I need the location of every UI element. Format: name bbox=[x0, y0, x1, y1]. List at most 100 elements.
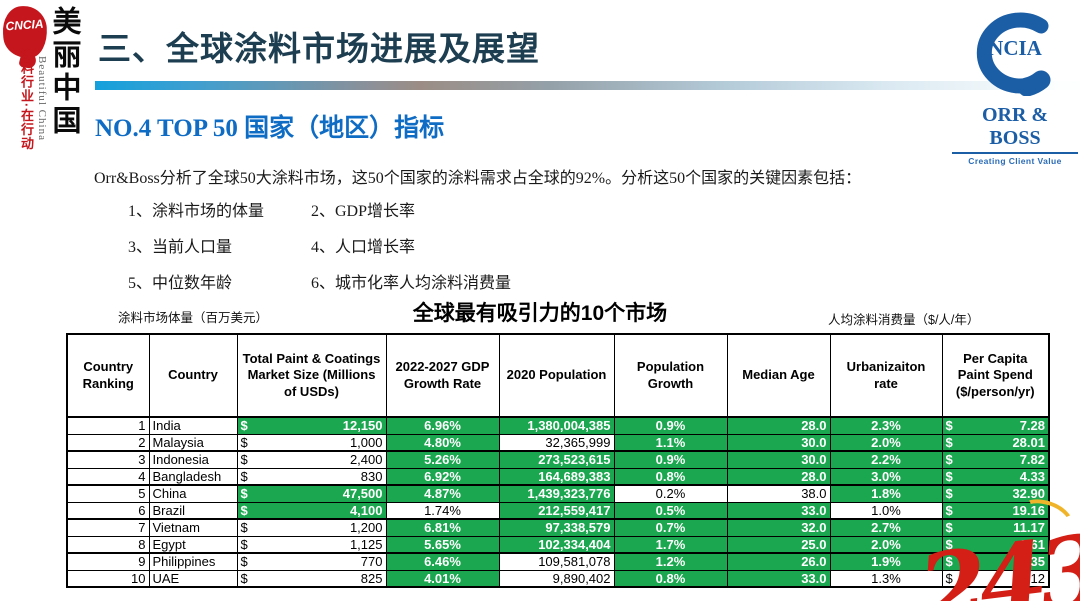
cell-urban: 1.0% bbox=[829, 501, 943, 520]
market-size-unit-note: 涂料市场体量（百万美元） bbox=[118, 311, 269, 325]
currency-symbol: $ bbox=[945, 502, 953, 518]
beautiful-china-cn-text: 美丽中国 bbox=[48, 6, 80, 138]
cell-value: 4.33 bbox=[1019, 468, 1045, 484]
currency-symbol: $ bbox=[945, 536, 953, 552]
cell-value: 1,125 bbox=[349, 536, 383, 552]
col-header-population-growth: Population Growth bbox=[613, 333, 728, 418]
ncia-logo-label: NCIA bbox=[988, 36, 1042, 60]
col-header-per-capita-spend: Per Capita Paint Spend ($/person/yr) bbox=[941, 333, 1050, 418]
cell-spend: $32.90 bbox=[941, 484, 1050, 503]
cell-pop-growth: 0.2% bbox=[613, 484, 728, 503]
cell-population: 164,689,383 bbox=[498, 467, 615, 486]
cell-value: 28.01 bbox=[1012, 434, 1045, 450]
ncia-c-icon: NCIA bbox=[969, 10, 1061, 97]
cell-median-age: 32.0 bbox=[726, 518, 831, 537]
currency-symbol: $ bbox=[240, 452, 248, 468]
cell-gdp: 6.46% bbox=[385, 552, 500, 571]
page-title: 三、全球涂料市场进展及展望 bbox=[98, 30, 540, 67]
table-header-row: Country Ranking Country Total Paint & Co… bbox=[66, 333, 1050, 418]
currency-symbol: $ bbox=[945, 520, 953, 536]
cell-spend: $28.01 bbox=[941, 433, 1050, 452]
cell-gdp: 6.92% bbox=[385, 467, 500, 486]
cell-spend: $74.12 bbox=[941, 569, 1050, 588]
cell-value: 12,150 bbox=[342, 418, 383, 434]
table-row: 8 Egypt $1,125 5.65% 102,334,404 1.7% 25.0 2.0%… bbox=[66, 535, 1050, 554]
cell-value: 1,200 bbox=[349, 520, 383, 536]
cell-value: 1,000 bbox=[349, 434, 383, 450]
currency-symbol: $ bbox=[945, 486, 953, 502]
cell-country: China bbox=[148, 484, 238, 503]
cell-spend: $7.82 bbox=[941, 450, 1050, 469]
table-row: 2 Malaysia $1,000 4.80% 32,365,999 1.1% 30.0 2.… bbox=[66, 433, 1050, 452]
cell-value: 7.28 bbox=[1019, 418, 1045, 434]
currency-symbol: $ bbox=[240, 520, 248, 536]
cell-pop-growth: 0.5% bbox=[613, 501, 728, 520]
cell-pop-growth: 0.8% bbox=[613, 569, 728, 588]
currency-symbol: $ bbox=[945, 434, 953, 450]
col-header-gdp-growth: 2022-2027 GDP Growth Rate bbox=[385, 333, 500, 418]
cell-market: $4,100 bbox=[236, 501, 387, 520]
factor-item: 5、中位数年龄 bbox=[128, 275, 233, 292]
factor-item: 2、GDP增长率 bbox=[311, 203, 416, 220]
market-table-body: 1 India $12,150 6.96% 1,380,004,385 0.9% 28.0 2… bbox=[66, 416, 1050, 588]
cell-population: 1,439,323,776 bbox=[498, 484, 615, 503]
cell-market: $770 bbox=[236, 552, 387, 571]
per-capita-unit-note: 人均涂料消费量（$/人/年） bbox=[828, 313, 980, 327]
cell-gdp: 5.65% bbox=[385, 535, 500, 554]
col-header-population: 2020 Population bbox=[498, 333, 615, 418]
cell-value: 7.82 bbox=[1019, 452, 1045, 468]
cell-value: 770 bbox=[360, 554, 383, 570]
industry-slogan-text: 涂料行业·在行动 bbox=[19, 47, 34, 151]
cell-market: $830 bbox=[236, 467, 387, 486]
orr-boss-tagline: Creating Client Value bbox=[968, 156, 1062, 166]
table-row: 7 Vietnam $1,200 6.81% 97,338,579 0.7% 32.0 2.7… bbox=[66, 518, 1050, 537]
col-header-median-age: Median Age bbox=[726, 333, 831, 418]
cell-urban: 1.9% bbox=[829, 552, 943, 571]
table-row: 9 Philippines $770 6.46% 109,581,078 1.2% 26.0… bbox=[66, 552, 1050, 571]
cell-median-age: 30.0 bbox=[726, 433, 831, 452]
cell-pop-growth: 0.9% bbox=[613, 416, 728, 435]
cell-country: Brazil bbox=[148, 501, 238, 520]
cell-urban: 2.3% bbox=[829, 416, 943, 435]
cell-rank: 9 bbox=[66, 552, 150, 571]
cell-country: Indonesia bbox=[148, 450, 238, 469]
cell-value: 19.16 bbox=[1012, 502, 1045, 518]
factor-item: 6、城市化率人均涂料消费量 bbox=[311, 275, 512, 292]
cell-rank: 2 bbox=[66, 433, 150, 452]
cell-country: Vietnam bbox=[148, 518, 238, 537]
cell-urban: 2.7% bbox=[829, 518, 943, 537]
cell-population: 102,334,404 bbox=[498, 535, 615, 554]
cell-spend: $19.16 bbox=[941, 501, 1050, 520]
slide-subtitle: NO.4 TOP 50 国家（地区）指标 bbox=[95, 115, 445, 142]
currency-symbol: $ bbox=[240, 502, 248, 518]
cell-country: UAE bbox=[148, 569, 238, 588]
cell-gdp: 4.80% bbox=[385, 433, 500, 452]
intro-paragraph: Orr&Boss分析了全球50大涂料市场，这50个国家的涂料需求占全球的92%。… bbox=[94, 170, 862, 187]
cell-median-age: 33.0 bbox=[726, 569, 831, 588]
cell-pop-growth: 1.1% bbox=[613, 433, 728, 452]
cell-rank: 3 bbox=[66, 450, 150, 469]
col-header-country-ranking: Country Ranking bbox=[66, 333, 150, 418]
cell-market: $825 bbox=[236, 569, 387, 588]
cell-spend: $4.33 bbox=[941, 467, 1050, 486]
cell-market: $1,000 bbox=[236, 433, 387, 452]
cell-rank: 8 bbox=[66, 535, 150, 554]
currency-symbol: $ bbox=[945, 468, 953, 484]
cell-rank: 10 bbox=[66, 569, 150, 588]
cell-value: 4,100 bbox=[349, 502, 383, 518]
cell-gdp: 4.01% bbox=[385, 569, 500, 588]
cell-population: 97,338,579 bbox=[498, 518, 615, 537]
cell-urban: 1.8% bbox=[829, 484, 943, 503]
cell-rank: 4 bbox=[66, 467, 150, 486]
cell-median-age: 30.0 bbox=[726, 450, 831, 469]
cell-rank: 7 bbox=[66, 518, 150, 537]
cell-spend: $7.28 bbox=[941, 416, 1050, 435]
title-divider bbox=[95, 81, 1080, 90]
cell-country: Bangladesh bbox=[148, 467, 238, 486]
cell-median-age: 38.0 bbox=[726, 484, 831, 503]
col-header-country: Country bbox=[148, 333, 238, 418]
currency-symbol: $ bbox=[240, 468, 248, 484]
currency-symbol: $ bbox=[240, 486, 248, 502]
cell-country: India bbox=[148, 416, 238, 435]
cell-value: 2,400 bbox=[349, 452, 383, 468]
